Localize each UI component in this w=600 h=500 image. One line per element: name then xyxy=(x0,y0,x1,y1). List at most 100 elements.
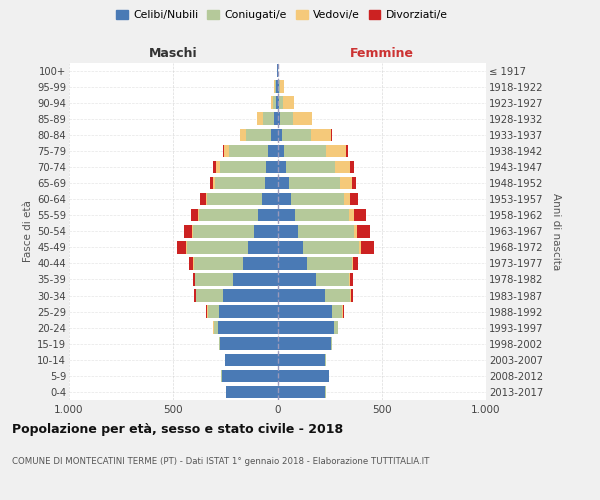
Bar xyxy=(246,128,271,141)
Bar xyxy=(216,160,220,173)
Bar xyxy=(200,193,206,205)
Bar xyxy=(226,354,277,366)
Bar xyxy=(335,160,350,173)
Bar xyxy=(350,160,353,173)
Bar xyxy=(240,128,246,141)
Bar xyxy=(334,322,338,334)
Bar xyxy=(280,80,284,93)
Bar xyxy=(210,177,213,190)
Bar xyxy=(359,241,361,254)
Bar xyxy=(273,96,276,109)
Bar xyxy=(331,338,332,350)
Bar xyxy=(248,241,277,254)
Bar xyxy=(274,112,277,125)
Bar xyxy=(326,144,346,157)
Bar xyxy=(275,80,277,93)
Bar xyxy=(283,96,294,109)
Bar xyxy=(295,209,349,222)
Bar xyxy=(277,225,298,237)
Bar xyxy=(223,144,224,157)
Bar xyxy=(289,177,340,190)
Bar xyxy=(186,241,187,254)
Bar xyxy=(266,160,277,173)
Bar xyxy=(277,370,329,382)
Bar xyxy=(277,209,295,222)
Bar xyxy=(277,80,278,93)
Legend: Celibi/Nubili, Coniugati/e, Vedovi/e, Divorziati/e: Celibi/Nubili, Coniugati/e, Vedovi/e, Di… xyxy=(112,6,452,25)
Bar xyxy=(195,273,233,285)
Bar xyxy=(223,290,277,302)
Bar xyxy=(222,370,277,382)
Bar xyxy=(215,177,265,190)
Bar xyxy=(277,241,302,254)
Bar xyxy=(193,273,195,285)
Bar xyxy=(196,290,223,302)
Bar xyxy=(302,241,359,254)
Y-axis label: Fasce di età: Fasce di età xyxy=(23,200,33,262)
Bar xyxy=(332,306,342,318)
Bar xyxy=(199,209,257,222)
Bar xyxy=(277,273,316,285)
Bar xyxy=(340,177,352,190)
Bar xyxy=(220,338,277,350)
Bar xyxy=(198,209,199,222)
Bar xyxy=(206,193,262,205)
Bar xyxy=(254,225,277,237)
Bar xyxy=(271,128,277,141)
Bar xyxy=(281,128,311,141)
Bar xyxy=(293,112,312,125)
Bar xyxy=(346,144,349,157)
Bar xyxy=(206,306,207,318)
Bar xyxy=(257,112,263,125)
Bar xyxy=(353,209,366,222)
Bar xyxy=(277,290,325,302)
Bar xyxy=(276,96,277,109)
Bar xyxy=(268,144,277,157)
Bar xyxy=(277,306,332,318)
Bar xyxy=(219,306,277,318)
Bar xyxy=(262,193,277,205)
Bar xyxy=(277,257,307,270)
Bar xyxy=(344,193,350,205)
Bar xyxy=(277,338,331,350)
Bar xyxy=(350,273,353,285)
Bar xyxy=(187,241,248,254)
Bar xyxy=(220,160,266,173)
Bar xyxy=(194,290,196,302)
Bar xyxy=(350,193,358,205)
Bar xyxy=(277,128,281,141)
Bar xyxy=(271,96,273,109)
Text: Maschi: Maschi xyxy=(149,47,197,60)
Bar xyxy=(193,225,254,237)
Bar xyxy=(277,112,280,125)
Bar xyxy=(284,144,326,157)
Bar xyxy=(277,160,286,173)
Bar xyxy=(277,144,284,157)
Bar xyxy=(194,257,243,270)
Bar xyxy=(219,338,220,350)
Bar xyxy=(291,193,344,205)
Bar xyxy=(274,80,275,93)
Bar xyxy=(279,96,283,109)
Bar xyxy=(277,193,291,205)
Bar xyxy=(243,257,277,270)
Bar xyxy=(213,160,216,173)
Bar xyxy=(357,225,370,237)
Bar xyxy=(192,225,193,237)
Bar xyxy=(349,209,353,222)
Bar xyxy=(277,354,325,366)
Bar xyxy=(224,144,229,157)
Bar xyxy=(361,241,374,254)
Bar xyxy=(325,290,350,302)
Bar xyxy=(352,177,356,190)
Bar xyxy=(226,386,277,398)
Bar xyxy=(189,257,193,270)
Bar xyxy=(316,273,349,285)
Bar xyxy=(280,112,293,125)
Text: Popolazione per età, sesso e stato civile - 2018: Popolazione per età, sesso e stato civil… xyxy=(12,422,343,436)
Bar xyxy=(352,257,353,270)
Bar xyxy=(184,225,192,237)
Bar xyxy=(233,273,277,285)
Bar xyxy=(191,209,198,222)
Bar xyxy=(208,306,219,318)
